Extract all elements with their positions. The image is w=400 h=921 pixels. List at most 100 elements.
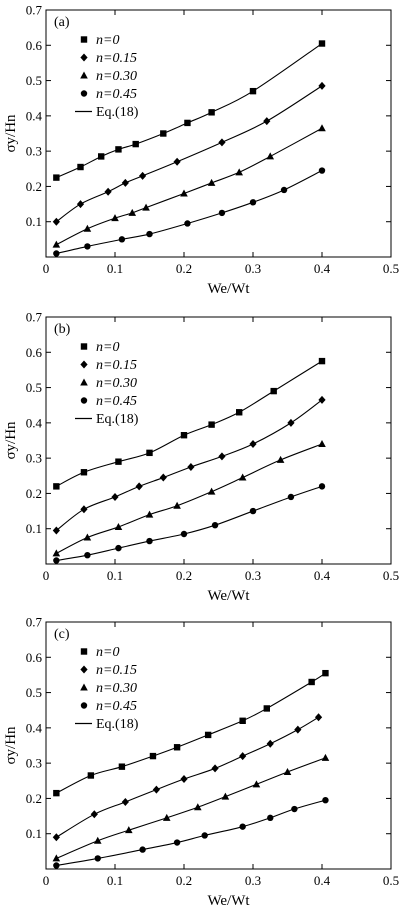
x-tick-label: 0.4 <box>314 261 331 276</box>
data-point-square <box>118 763 126 770</box>
data-point-square <box>173 744 181 751</box>
data-point-diamond <box>173 157 181 166</box>
data-point-triangle <box>180 189 188 197</box>
data-point-diamond <box>111 492 119 501</box>
y-tick-label: 0.7 <box>26 3 43 18</box>
data-point-square <box>308 678 315 686</box>
data-point-circle <box>53 250 60 257</box>
x-tick-label: 0.3 <box>245 873 261 888</box>
legend-marker-diamond <box>80 360 88 369</box>
data-point-diamond <box>52 833 60 842</box>
data-point-diamond <box>287 418 295 427</box>
data-point-square <box>318 357 326 365</box>
data-point-triangle <box>276 455 285 463</box>
legend-label: n=0 <box>96 340 119 355</box>
data-point-circle <box>211 521 219 529</box>
data-point-triangle <box>321 753 330 761</box>
data-point-triangle <box>318 124 326 132</box>
data-point-circle <box>218 209 226 217</box>
legend-label: n=0.30 <box>96 69 137 84</box>
data-point-diamond <box>159 473 167 482</box>
legend-label: n=0 <box>96 645 119 660</box>
data-point-diamond <box>218 452 226 461</box>
legend-marker-circle <box>80 90 88 97</box>
data-point-triangle <box>52 240 61 248</box>
x-axis-title: We/Wt <box>207 588 250 604</box>
data-point-square <box>146 449 153 457</box>
x-tick-label: 0.4 <box>314 873 331 888</box>
data-point-circle <box>146 537 153 545</box>
data-point-square <box>115 146 122 153</box>
data-point-diamond <box>90 810 98 819</box>
legend-label: n=0.15 <box>96 51 137 66</box>
data-point-diamond <box>211 764 219 773</box>
data-point-triangle <box>207 487 216 495</box>
data-point-circle <box>139 846 146 853</box>
fit-curve-square <box>56 672 326 794</box>
data-point-circle <box>115 544 122 552</box>
legend-marker-square <box>80 648 88 655</box>
x-tick-label: 0.2 <box>176 873 192 888</box>
data-point-triangle <box>114 522 123 530</box>
data-point-circle <box>267 814 274 822</box>
chart-panel-a: 0 0.1 0.2 0.3 0.4 0.5 0.1 0.2 0.3 0.4 0.5 0.6 0.7 (a)… <box>3 3 399 298</box>
data-point-triangle <box>52 549 61 557</box>
data-point-circle <box>94 855 101 862</box>
x-tick-label: 0.2 <box>176 568 192 583</box>
data-point-circle <box>249 199 257 206</box>
legend-marker-diamond <box>80 53 88 62</box>
data-point-diamond <box>263 117 271 126</box>
plot-frame <box>45 9 392 258</box>
y-tick-label: 0.1 <box>26 826 42 841</box>
legend-marker-triangle <box>80 378 88 386</box>
y-tick-label: 0.6 <box>26 650 43 665</box>
data-point-diamond <box>104 187 112 196</box>
data-point-diamond <box>152 785 160 794</box>
data-point-square <box>184 119 191 127</box>
x-tick-label: 0.1 <box>107 261 123 276</box>
chart-panel-c: 0 0.1 0.2 0.3 0.4 0.5 0.1 0.2 0.3 0.4 0.5 0.6 0.7 (c)… <box>3 615 399 910</box>
y-tick-label: 0.1 <box>26 214 42 229</box>
legend-label: n=0.15 <box>96 358 137 373</box>
legend-label: n=0.45 <box>96 394 137 409</box>
data-point-diamond <box>121 797 129 806</box>
legend-label: n=0.45 <box>96 87 137 102</box>
data-point-circle <box>84 551 91 559</box>
data-point-diamond <box>318 81 326 90</box>
x-tick-label: 0.2 <box>176 261 192 276</box>
data-point-triangle <box>145 510 154 518</box>
data-point-circle <box>84 243 91 250</box>
data-point-square <box>263 705 270 712</box>
x-tick-label: 0.4 <box>314 568 331 583</box>
plot-frame <box>45 621 392 870</box>
x-axis-title: We/Wt <box>207 281 250 297</box>
y-axis-title: σy/Hn <box>3 421 19 460</box>
data-point-circle <box>53 862 60 869</box>
y-axis-title: σy/Hn <box>3 726 19 765</box>
data-point-triangle <box>111 214 119 222</box>
data-point-triangle <box>318 440 326 448</box>
y-tick-label: 0.6 <box>26 38 43 53</box>
data-point-diamond <box>187 462 195 471</box>
y-tick-label: 0.5 <box>26 380 42 395</box>
data-point-circle <box>239 823 246 830</box>
data-point-diamond <box>249 440 257 449</box>
y-tick-label: 0.5 <box>26 73 42 88</box>
x-tick-label: 0.5 <box>383 568 399 583</box>
fit-curve-triangle <box>56 127 323 246</box>
y-tick-label: 0.3 <box>26 756 42 771</box>
data-point-triangle <box>252 780 261 788</box>
panel-label: (b) <box>54 322 71 337</box>
data-point-square <box>53 174 60 181</box>
data-point-circle <box>322 796 329 804</box>
data-point-square <box>249 87 257 95</box>
legend-label: n=0 <box>96 33 119 48</box>
data-point-diamond <box>294 725 302 734</box>
data-point-triangle <box>207 178 216 186</box>
data-point-square <box>318 40 326 47</box>
data-point-square <box>53 483 60 490</box>
y-tick-label: 0.3 <box>26 451 42 466</box>
legend-marker-diamond <box>80 665 88 674</box>
legend-marker-square <box>80 36 88 43</box>
